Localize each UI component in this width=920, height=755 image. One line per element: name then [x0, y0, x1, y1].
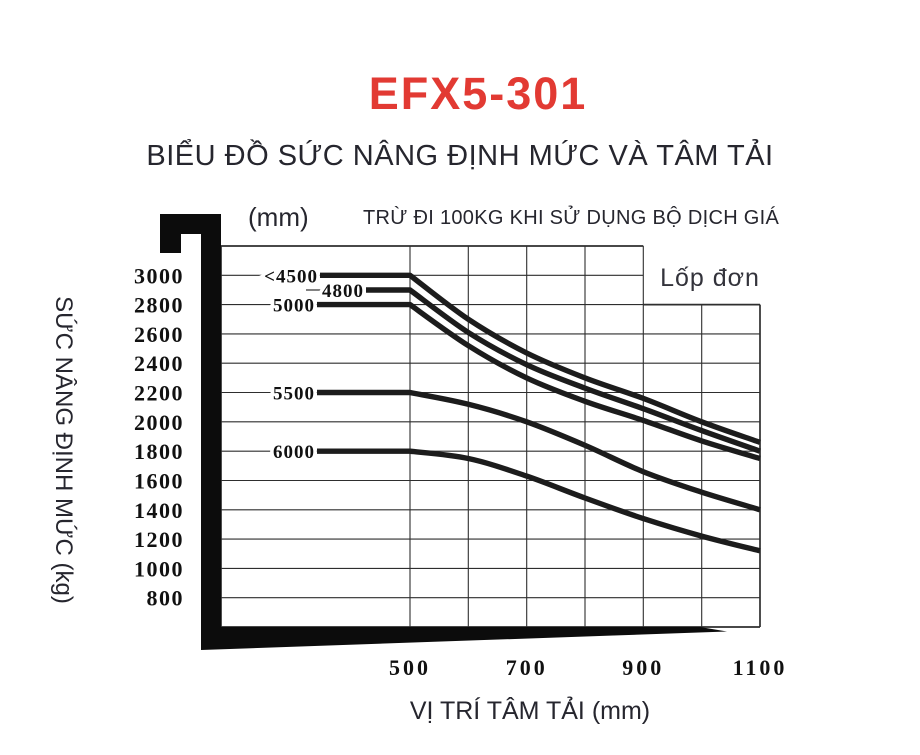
capacity-curve-6000 [317, 448, 761, 554]
y-tick-label: 2200 [134, 381, 184, 406]
mast-height-unit-label: (mm) [248, 202, 309, 232]
mast-height-label: 5000 [273, 296, 315, 317]
y-tick-label: 1400 [134, 498, 184, 523]
y-tick-label: 1600 [134, 469, 184, 494]
y-tick-label: 2400 [134, 351, 184, 376]
chart-title: BIỂU ĐỒ SỨC NÂNG ĐỊNH MỨC VÀ TÂM TẢI [146, 140, 774, 172]
y-tick-label: 2600 [134, 322, 184, 347]
model-title: EFX5-301 [368, 68, 588, 119]
mast-height-label: 4800 [322, 281, 364, 302]
capacity-curve-le4500 [320, 272, 761, 445]
sideshift-note: TRỪ ĐI 100KG KHI SỬ DỤNG BỘ DỊCH GIÁ [363, 207, 780, 229]
x-axis-title: VỊ TRÍ TÂM TẢI (mm) [409, 697, 651, 725]
capacity-curve-4800 [366, 287, 761, 454]
y-tick-label: 1000 [134, 556, 184, 581]
y-tick-label: 3000 [134, 263, 184, 288]
mast-height-label: 5500 [273, 384, 315, 405]
legend-label: Lốp đơn [660, 264, 760, 292]
y-tick-label: 1200 [134, 527, 184, 552]
capacity-curve-5500 [317, 389, 761, 513]
forklift-mast-shape [160, 214, 221, 649]
x-tick-label: 500 [389, 655, 431, 680]
mast-height-label: 6000 [273, 442, 315, 463]
y-tick-label: 2000 [134, 410, 184, 435]
y-tick-label: 2800 [134, 293, 184, 318]
x-tick-label: 700 [506, 655, 548, 680]
fork-blade-shape [201, 627, 727, 650]
y-tick-label: 1800 [134, 439, 184, 464]
x-tick-label: 900 [622, 655, 664, 680]
mast-height-label: <4500 [264, 266, 318, 287]
capacity-curve-5000 [317, 301, 761, 462]
x-tick-label: 1100 [733, 655, 788, 680]
y-tick-label: 800 [147, 586, 185, 611]
